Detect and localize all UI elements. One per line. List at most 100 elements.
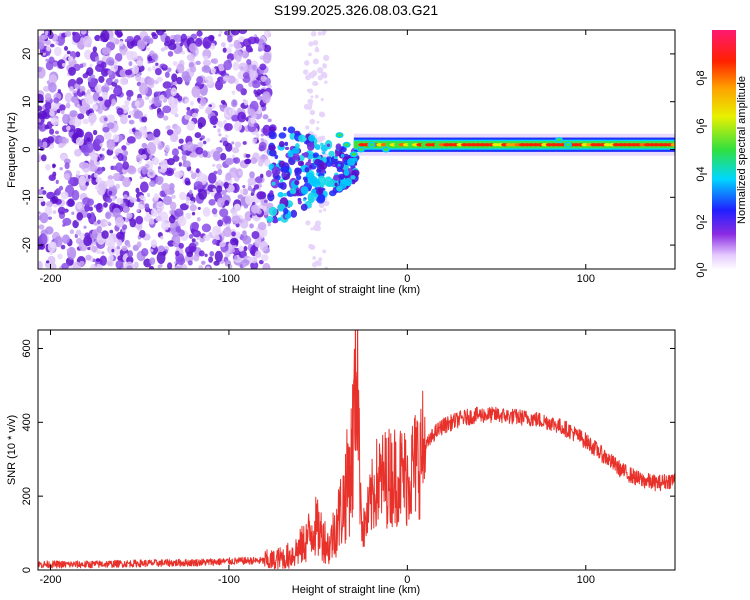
spectrogram-cell [95,203,103,210]
spectrogram-cell [68,66,76,76]
spectrogram-cell [115,183,120,190]
spectrogram-cell [115,162,123,173]
spectrogram-cell [287,126,296,134]
spectrogram-cell [251,188,256,194]
spectrogram-cell [267,84,272,89]
spectrogram-cell [299,154,305,162]
spectrogram-cell [326,143,331,147]
spectrogram-cell [43,85,50,92]
spectrogram-cell [232,61,240,71]
spectrogram-cell [304,60,310,66]
spectrogram-cell [169,103,178,115]
spectrogram-cell [211,208,218,215]
spectrogram-cell [202,36,212,49]
spectrogram-cell [231,141,235,145]
spectrogram-cell [241,50,249,59]
spectrogram-cell [191,221,200,230]
spectrogram-cell [300,203,308,211]
spectrogram-cell [340,153,345,158]
spectrogram-cell [274,154,279,160]
spectrogram-cell [302,198,306,202]
spectrogram-cell [213,170,218,175]
colorbar-gradient [712,30,736,270]
spectrogram-cell [311,262,318,268]
spectrogram-cell [339,180,347,189]
spectrogram-cell [45,58,49,62]
spectrogram-cell [141,116,148,123]
spectrogram-cell [148,217,155,225]
spectrogram-cell [214,250,223,263]
spectrogram-cell [191,238,196,243]
spectrogram-cell [233,121,243,132]
spectrogram-cell [202,150,208,158]
spectrogram-cell [183,75,192,83]
spectrogram-cell [247,108,256,116]
colorbar-tick-label: 0.4 [695,166,707,181]
spectrogram-cell [117,32,123,38]
spectrogram-cell [266,216,274,223]
spectrogram-cell [164,144,170,153]
spectrogram-cell [242,235,252,245]
snr-marks [38,330,675,570]
spectrogram-cell [263,30,271,38]
spectrogram-cell [48,56,55,65]
spectrogram-cell [97,108,103,114]
spectrogram-cell [88,164,98,172]
spectrogram-cell [151,32,157,37]
spectrogram-cell [174,171,183,179]
spectrogram-cell [192,112,198,119]
spectrogram-cell [268,126,276,132]
spectrogram-cell [78,175,87,186]
spectrogram-cell [169,221,176,229]
spectrogram-cell [107,69,113,76]
spectrogram-cell [100,85,110,93]
spectrogram-cell [134,100,140,108]
spectrogram-cell [72,261,82,269]
spectrogram-cell [87,174,91,179]
spectrogram-cell [262,52,272,64]
spectrogram-cell [199,237,205,243]
spectrogram-cell [308,41,314,47]
spectrogram-cell [38,196,45,203]
spectrogram-cell [47,241,56,253]
spectrogram-cell [260,75,267,82]
spectrogram-cell [67,198,75,207]
snr-x-ticks: -200 -100 0 100 [39,330,595,586]
spectrogram-cell [94,84,102,93]
spectrogram-cell [60,191,69,200]
spectrogram-cell [126,265,133,269]
spectrogram-y-tick-label: -10 [21,189,33,205]
spectrogram-cell [245,153,251,158]
spectrogram-cell [141,247,149,257]
spectrogram-cell [217,121,224,128]
spectrogram-cell [162,105,172,114]
spectrogram-cell [253,89,257,95]
spectrogram-cell [233,255,238,260]
spectrogram-cell [55,179,59,185]
spectrogram-cell [196,217,201,222]
spectrogram-cell [38,188,43,196]
spectrogram-cell [121,145,127,151]
spectrogram-cell [83,225,87,229]
spectrogram-cell [184,98,189,104]
spectrogram-cell [95,177,103,184]
spectrogram-cell [170,87,178,96]
spectrogram-cell [155,30,165,36]
spectrogram-cell [175,226,181,233]
spectrogram-cell [98,180,108,191]
spectrogram-cell [203,234,211,241]
spectrogram-cell [238,245,244,252]
spectrogram-cell [218,33,222,37]
spectrogram-cell [38,110,48,120]
spectrogram-cell [115,87,120,93]
spectrogram-cell [169,201,177,211]
spectrogram-cell [334,182,338,187]
spectrogram-cell [318,111,325,118]
spectrogram-cell [303,178,308,184]
spectrogram-cell [321,30,327,34]
spectrogram-cell [189,170,194,174]
spectrogram-cell [279,181,287,190]
spectrogram-cell [347,157,356,166]
spectrogram-cell [126,50,134,61]
spectrogram-cell [195,168,200,174]
